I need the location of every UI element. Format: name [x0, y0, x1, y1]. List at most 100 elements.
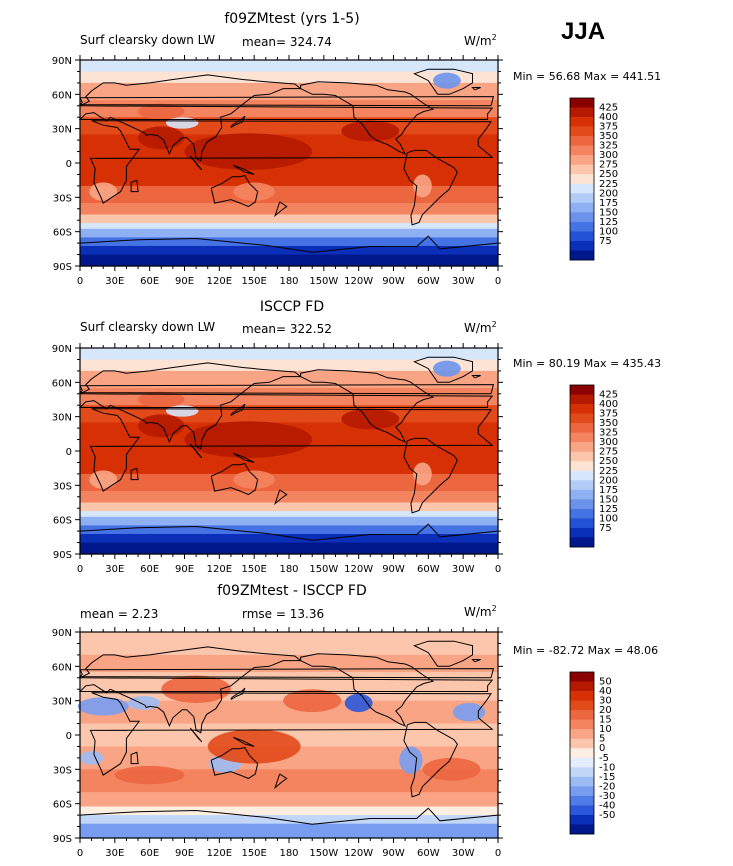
colorbar-swatch	[570, 385, 594, 395]
colorbar-label: 225	[599, 466, 618, 477]
field-band	[80, 353, 498, 358]
field-band	[80, 225, 498, 230]
field-band	[80, 669, 498, 673]
lon-tick-label: 150E	[241, 564, 266, 575]
colorbar-swatch	[570, 672, 594, 682]
lat-tick-label: 30S	[53, 765, 72, 776]
field-band	[80, 542, 498, 547]
field-band	[80, 548, 498, 552]
colorbar-label: 125	[599, 504, 618, 515]
field-band	[80, 674, 498, 679]
colorbar-label: 150	[599, 207, 618, 218]
field-band	[80, 100, 498, 104]
field-band	[80, 471, 498, 475]
field-band	[80, 102, 498, 107]
field-band	[80, 165, 498, 170]
lat-tick-label: 60N	[52, 90, 72, 101]
field-band	[80, 525, 498, 529]
field-band	[80, 686, 498, 690]
coastline	[413, 68, 473, 95]
colorbar-label: 75	[599, 523, 612, 534]
lon-tick-label: 60E	[140, 276, 159, 287]
field-band	[80, 248, 498, 253]
panel-2-colorbar: 4254003753503253002752502252001751501251…	[569, 384, 618, 548]
lat-tick-label: 90N	[52, 56, 72, 67]
field-band	[80, 379, 498, 383]
field-band	[80, 74, 498, 78]
field-band	[80, 237, 498, 241]
colorbar-label: 400	[599, 112, 618, 123]
field-band	[80, 62, 498, 67]
field-feature	[138, 391, 185, 408]
lat-tick-label: 60N	[52, 662, 72, 673]
panel-1-mean-label: mean= 324.74	[242, 35, 332, 49]
coastline	[300, 81, 435, 155]
field-band	[80, 382, 498, 386]
panel-1-variable-label: Surf clearsky down LW	[80, 33, 216, 47]
colorbar-swatch	[570, 527, 594, 538]
field-band	[80, 65, 498, 70]
coastline	[210, 175, 259, 208]
field-band	[80, 835, 498, 839]
lon-tick-label: 120E	[207, 276, 232, 287]
colorbar-label: 425	[599, 390, 618, 401]
map-field	[77, 632, 498, 839]
field-band	[80, 712, 498, 716]
panel-2-title: ISCCP FD	[259, 299, 325, 315]
coastline	[79, 807, 499, 825]
lon-tick-label: 30E	[105, 564, 124, 575]
colorbar-label: 375	[599, 409, 618, 420]
colorbar-label: -10	[599, 762, 615, 773]
lon-tick-label: 60E	[140, 848, 159, 859]
field-band	[80, 786, 498, 790]
lon-tick-label: 120E	[207, 564, 232, 575]
lat-tick-label: 30S	[53, 481, 72, 492]
colorbar-swatch	[570, 767, 594, 778]
field-band	[80, 672, 498, 676]
field-band	[80, 105, 498, 110]
field-band	[80, 254, 498, 259]
lon-tick-label: 90E	[175, 276, 194, 287]
lon-tick-label: 150W	[309, 564, 338, 575]
lon-tick-label: 0	[77, 276, 83, 287]
field-band	[80, 85, 498, 90]
field-band	[80, 373, 498, 378]
field-band	[80, 263, 498, 267]
field-band	[80, 368, 498, 372]
coastline	[210, 747, 259, 780]
field-band	[80, 97, 498, 101]
colorbar-swatch	[570, 499, 594, 510]
panel-2-variable-label: Surf clearsky down LW	[80, 320, 216, 334]
coastline	[403, 437, 458, 514]
colorbar-swatch	[570, 202, 594, 213]
colorbar-swatch	[570, 461, 594, 472]
panel-3-title: f09ZMtest - ISCCP FD	[217, 583, 367, 599]
field-band	[80, 117, 498, 121]
field-band	[80, 243, 498, 247]
lon-tick-label: 150E	[241, 276, 266, 287]
field-band	[80, 531, 498, 535]
field-band	[80, 680, 498, 685]
field-feature	[422, 757, 481, 781]
field-band	[80, 536, 498, 541]
coastline	[79, 235, 499, 253]
panel-1-units: W/m2	[464, 33, 497, 48]
colorbar-label: 300	[599, 437, 618, 448]
lon-tick-label: 180	[279, 848, 298, 859]
field-feature	[138, 103, 185, 120]
colorbar-label: 100	[599, 226, 618, 237]
field-band	[80, 502, 498, 506]
colorbar-swatch	[570, 183, 594, 194]
field-band	[80, 365, 498, 369]
colorbar-label: 20	[599, 705, 612, 716]
lon-tick-label: 150W	[309, 276, 338, 287]
field-band	[80, 416, 498, 421]
lon-tick-label: 60W	[417, 848, 440, 859]
colorbar-swatch	[570, 231, 594, 242]
field-band	[80, 456, 498, 461]
field-band	[80, 723, 498, 728]
colorbar-swatch	[570, 145, 594, 156]
panel-3-mean-label: mean = 2.23	[80, 607, 159, 621]
field-feature	[233, 470, 276, 489]
coastline	[89, 408, 494, 492]
